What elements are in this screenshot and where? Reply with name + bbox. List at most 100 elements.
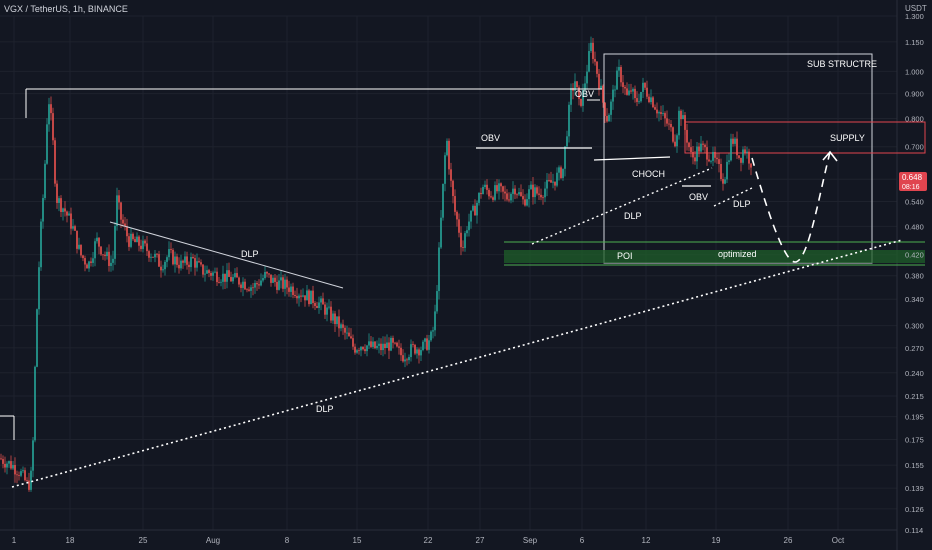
candle-body [678,110,680,136]
time-tick-label: 27 [476,536,485,545]
candle-body [542,197,544,199]
candle-body [428,340,430,350]
candle-body [34,366,36,441]
candle-body [480,192,482,195]
candle-body [174,256,176,265]
candle-body [366,345,368,352]
candle-body [676,135,678,147]
dlp-label-mid: DLP [624,211,642,221]
candle-body [700,143,702,152]
candle-body [524,199,526,206]
current-price-value: 0.648 [902,173,923,182]
candle-body [158,254,160,267]
candle-body [466,230,468,234]
poi-label: POI [617,251,633,261]
candle-body [290,286,292,292]
candle-body [170,249,172,250]
candle-body [686,129,688,143]
candle-body [584,83,586,91]
candle-body [160,266,162,271]
candle-body [186,256,188,265]
candle-body [330,306,332,321]
candle-body [344,327,346,333]
candle-body [68,213,70,216]
candle-body [438,247,440,292]
candle-body [192,257,194,259]
candle-body [28,480,30,490]
candle-body [230,276,232,282]
candle-body [582,90,584,106]
candle-body [460,232,462,248]
sub-structure-label: SUB STRUCTRE [807,59,877,69]
candle-body [200,262,202,265]
candle-body [546,180,548,189]
candle-body [564,146,566,169]
candle-body [38,267,40,310]
candle-body [506,193,508,200]
price-unit: USDT [905,4,927,13]
candle-body [508,199,510,201]
candle-body [324,304,326,315]
candle-body [270,274,272,283]
candle-body [430,331,432,341]
candle-body [58,198,60,203]
candle-body [618,67,620,71]
candle-body [560,167,562,178]
candle-body [360,346,362,351]
price-tick-label: 0.800 [905,115,924,124]
candle-body [470,210,472,222]
candle-body [52,113,54,141]
candle-body [100,246,102,255]
candle-body [482,187,484,195]
candle-body [586,71,588,84]
candle-body [332,313,334,321]
candle-body [688,142,690,148]
candle-body [164,261,166,270]
candle-body [706,147,708,160]
candle-body [650,97,652,103]
price-axis[interactable]: 1.3001.1501.0000.9000.8000.7000.6000.540… [905,12,924,535]
candle-body [304,295,306,301]
candle-body [2,459,4,464]
candle-body [604,102,606,116]
candle-body [104,254,106,257]
candle-body [472,205,474,211]
candle-body [372,341,374,347]
candle-body [184,256,186,263]
candle-body [350,336,352,339]
candle-body [50,104,52,114]
candle-body [96,237,98,242]
candle-body [110,262,112,266]
candle-body [538,193,540,195]
candle-body [252,287,254,289]
candle-body [122,219,124,224]
candle-body [114,226,116,259]
candle-body [456,211,458,220]
candle-body [594,58,596,62]
candle-body [240,284,242,288]
candle-body [310,290,312,305]
candle-body [394,342,396,344]
candle-body [340,324,342,329]
price-tick-label: 0.420 [905,251,924,260]
candle-body [16,474,18,476]
choch-label: CHOCH [632,169,665,179]
candle-body [446,140,448,156]
candle-body [216,271,218,283]
candle-body [72,226,74,229]
candle-body [138,236,140,246]
candle-body [440,217,442,248]
time-axis[interactable]: 1 18 25 Aug 8 15 22 27 Sep 6 12 19 26 Oct [12,536,845,545]
candle-body [142,240,144,249]
candle-body [370,341,372,347]
candle-body [596,61,598,74]
candle-body [60,198,62,212]
candle-body [266,272,268,274]
candle-body [486,184,488,190]
candle-body [742,149,744,163]
candle-body [598,73,600,89]
candle-body [720,163,722,180]
candle-body [710,160,712,162]
